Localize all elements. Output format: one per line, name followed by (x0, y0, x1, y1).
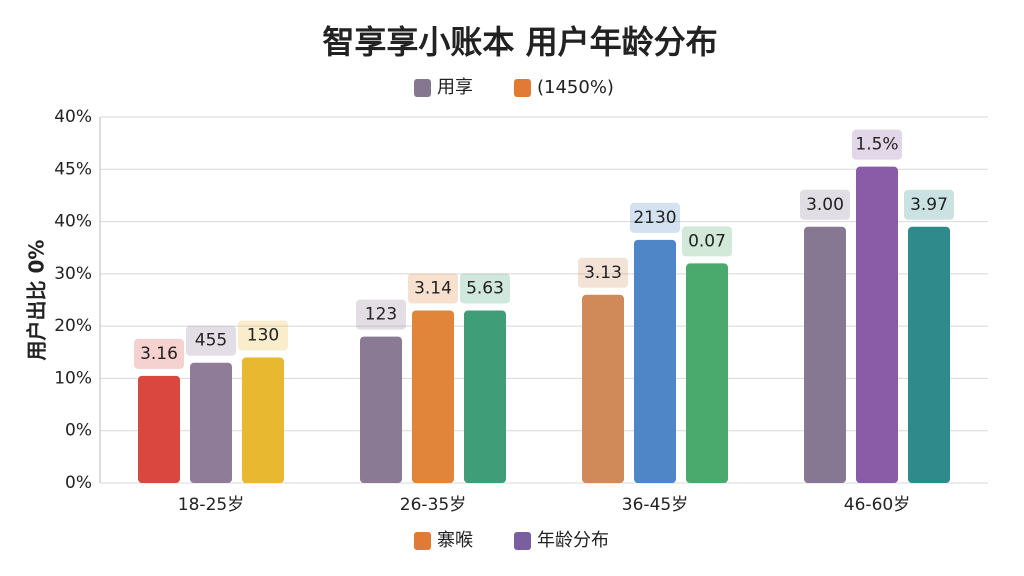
bar (804, 226, 846, 484)
legend-label: 用享 (437, 77, 473, 98)
bar (360, 336, 402, 483)
data-label: 3.14 (414, 278, 452, 298)
data-label-box (134, 338, 184, 369)
bar (242, 357, 284, 483)
legend-label: 寨喉 (437, 530, 473, 551)
y-tick-label: 40% (54, 107, 92, 127)
data-label-box (460, 273, 510, 304)
data-label-box (800, 189, 850, 220)
bar (908, 226, 950, 484)
bar (138, 375, 180, 483)
bar (686, 263, 728, 483)
data-label: 1.5% (855, 135, 898, 155)
y-tick-label: 20% (54, 316, 92, 336)
data-label-box (356, 299, 406, 330)
x-tick-label: 46-60岁 (844, 495, 910, 515)
bar (464, 310, 506, 483)
chart-title: 智享享小账本 用户年龄分布 (322, 23, 717, 61)
data-label: 123 (365, 305, 397, 325)
x-tick-label: 36-45岁 (622, 495, 688, 515)
legend-swatch (514, 532, 531, 550)
y-tick-label: 40% (54, 212, 92, 232)
data-label-box (852, 129, 902, 160)
bar (582, 294, 624, 483)
y-tick-label: 0% (65, 421, 92, 441)
data-label: 3.13 (584, 263, 622, 283)
data-label-box (904, 189, 954, 220)
data-label-box (578, 257, 628, 288)
x-tick-label: 26-35岁 (400, 495, 466, 515)
data-label-box (408, 273, 458, 304)
bar (634, 239, 676, 483)
data-label-box (186, 325, 236, 356)
x-tick-label: 18-25岁 (178, 495, 244, 515)
data-label: 3.16 (140, 344, 178, 364)
data-label: 5.63 (466, 278, 504, 298)
y-tick-label: 30% (54, 264, 92, 284)
data-label: 2130 (633, 208, 676, 228)
data-label: 3.00 (806, 195, 844, 215)
legend-swatch (414, 79, 431, 97)
legend-label: (1450%) (537, 77, 614, 98)
data-label: 455 (195, 331, 227, 351)
y-tick-label: 0% (65, 473, 92, 493)
y-tick-label: 10% (54, 368, 92, 388)
bar (856, 166, 898, 483)
legend-swatch (414, 532, 431, 550)
y-axis-label: 用户出比 0% (25, 240, 49, 361)
legend-label: 年龄分布 (537, 530, 609, 551)
legend-swatch (514, 79, 531, 97)
data-label-box (682, 226, 732, 257)
data-label: 0.07 (688, 231, 726, 251)
y-tick-label: 45% (54, 159, 92, 179)
data-label-box (630, 202, 680, 233)
data-label: 130 (247, 326, 279, 346)
bar (190, 362, 232, 483)
data-label: 3.97 (910, 195, 948, 215)
bar (412, 310, 454, 483)
data-label-box (238, 320, 288, 351)
